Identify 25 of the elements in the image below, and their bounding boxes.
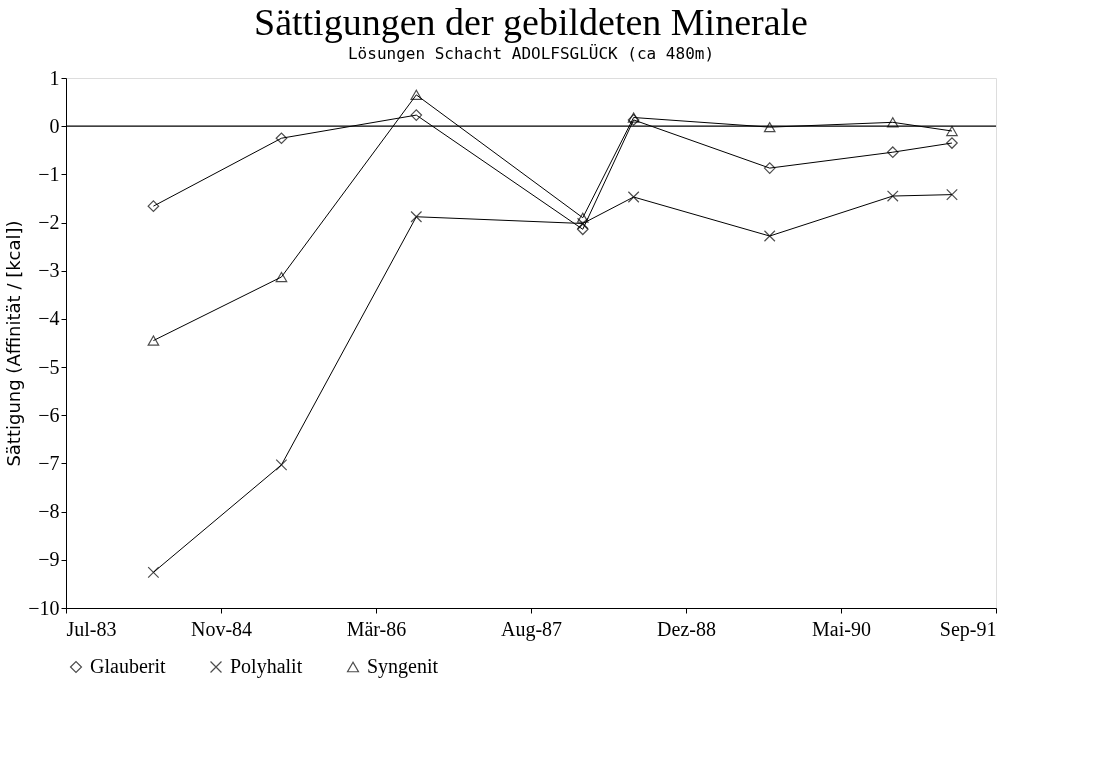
- legend-label: Polyhalit: [230, 655, 303, 678]
- y-tick-label: −3: [38, 259, 60, 282]
- y-tick-label: −4: [38, 307, 60, 330]
- y-tick-label: 0: [49, 114, 60, 137]
- y-axis-title: Sättigung (Affinität / [kcal]): [3, 220, 25, 467]
- y-tick-label: −7: [38, 451, 60, 474]
- x-tick-label: Aug-87: [500, 617, 563, 641]
- y-tick-label: −1: [38, 162, 60, 185]
- x-tick-label: Mai-90: [812, 617, 871, 640]
- y-tick-label: −2: [38, 211, 60, 234]
- x-tick-label: Jul-83: [66, 617, 117, 640]
- y-tick-label: −6: [38, 403, 60, 426]
- legend-label: Glauberit: [90, 655, 166, 677]
- x-tick-label: Dez-88: [657, 617, 716, 640]
- chart-subtitle: Lösungen Schacht ADOLFSGLÜCK (ca 480m): [347, 44, 715, 63]
- chart-title: Sättigungen der gebildeten Minerale: [254, 1, 808, 43]
- legend-label: Syngenit: [367, 655, 439, 678]
- x-tick-label: Nov-84: [190, 617, 253, 640]
- y-tick-label: −8: [38, 500, 60, 523]
- x-tick-label: Sep-91: [939, 617, 997, 641]
- x-tick-label: Mär-86: [346, 617, 407, 640]
- y-tick-label: −9: [38, 548, 60, 571]
- y-tick-label: 1: [49, 66, 60, 89]
- y-tick-label: −5: [38, 355, 60, 378]
- y-tick-label: −10: [28, 596, 60, 619]
